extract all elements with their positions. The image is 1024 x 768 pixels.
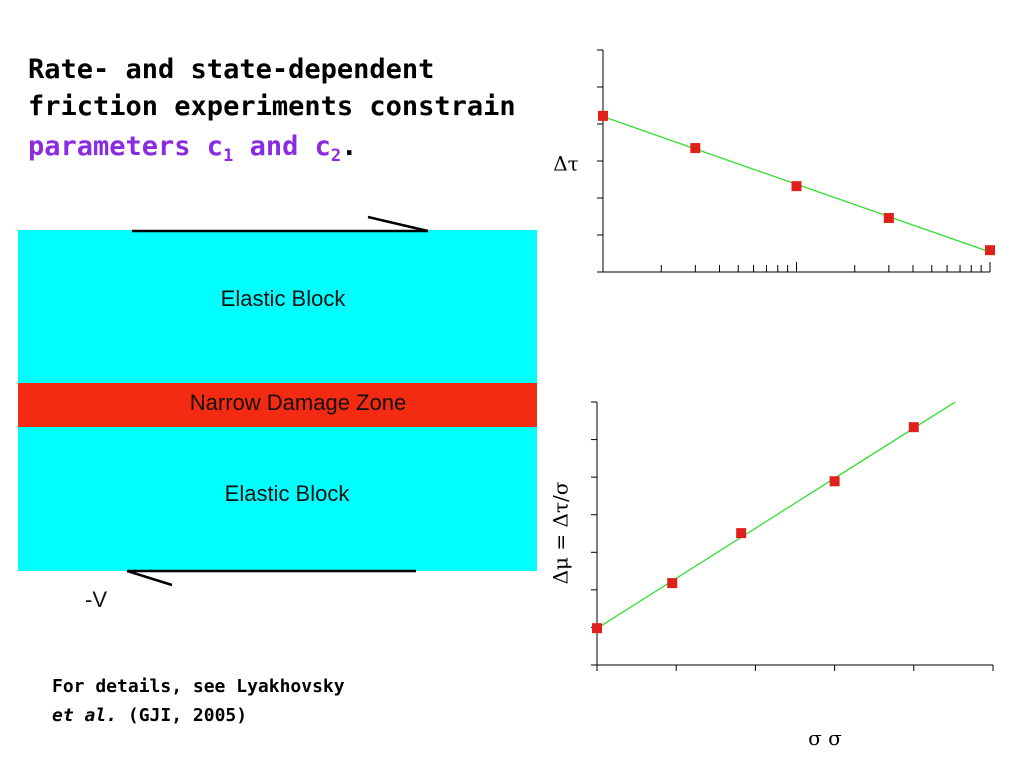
title-line: friction experiments constrain xyxy=(28,91,516,122)
data-point xyxy=(829,476,840,487)
arrow-head xyxy=(367,215,429,233)
data-point xyxy=(592,623,602,634)
period: . xyxy=(341,131,357,162)
italic: et al. xyxy=(52,705,117,726)
subscript: 2 xyxy=(331,146,341,166)
subscript: 1 xyxy=(223,146,233,166)
arrow-head xyxy=(126,569,173,587)
title-line: parameters c1 and c2. xyxy=(28,131,357,166)
citation: (GJI, 2005) xyxy=(117,705,247,726)
data-point xyxy=(690,143,701,154)
data-point xyxy=(908,422,919,433)
y-axis-label: Δτ xyxy=(553,152,579,176)
footnote: et al. (GJI, 2005) xyxy=(52,705,247,726)
y-axis-label: Δμ = Δτ/σ xyxy=(549,481,573,584)
data-point xyxy=(736,528,747,539)
data-point xyxy=(598,110,608,121)
highlight: parameters c xyxy=(28,131,223,162)
data-point xyxy=(791,181,802,192)
data-point xyxy=(667,578,678,589)
data-point xyxy=(883,212,894,223)
footnote: For details, see Lyakhovsky xyxy=(52,676,345,697)
x-axis-label: σ σ xyxy=(808,726,842,750)
block-label: Elastic Block xyxy=(225,481,351,506)
damage-zone xyxy=(18,383,537,427)
title-line: Rate- and state-dependent xyxy=(28,54,434,85)
zone-label: Narrow Damage Zone xyxy=(190,390,406,415)
block-label: Elastic Block xyxy=(221,286,347,311)
velocity-label: -V xyxy=(85,587,107,612)
highlight: and c xyxy=(233,131,331,162)
trend-line xyxy=(597,402,957,629)
data-point xyxy=(985,245,995,256)
